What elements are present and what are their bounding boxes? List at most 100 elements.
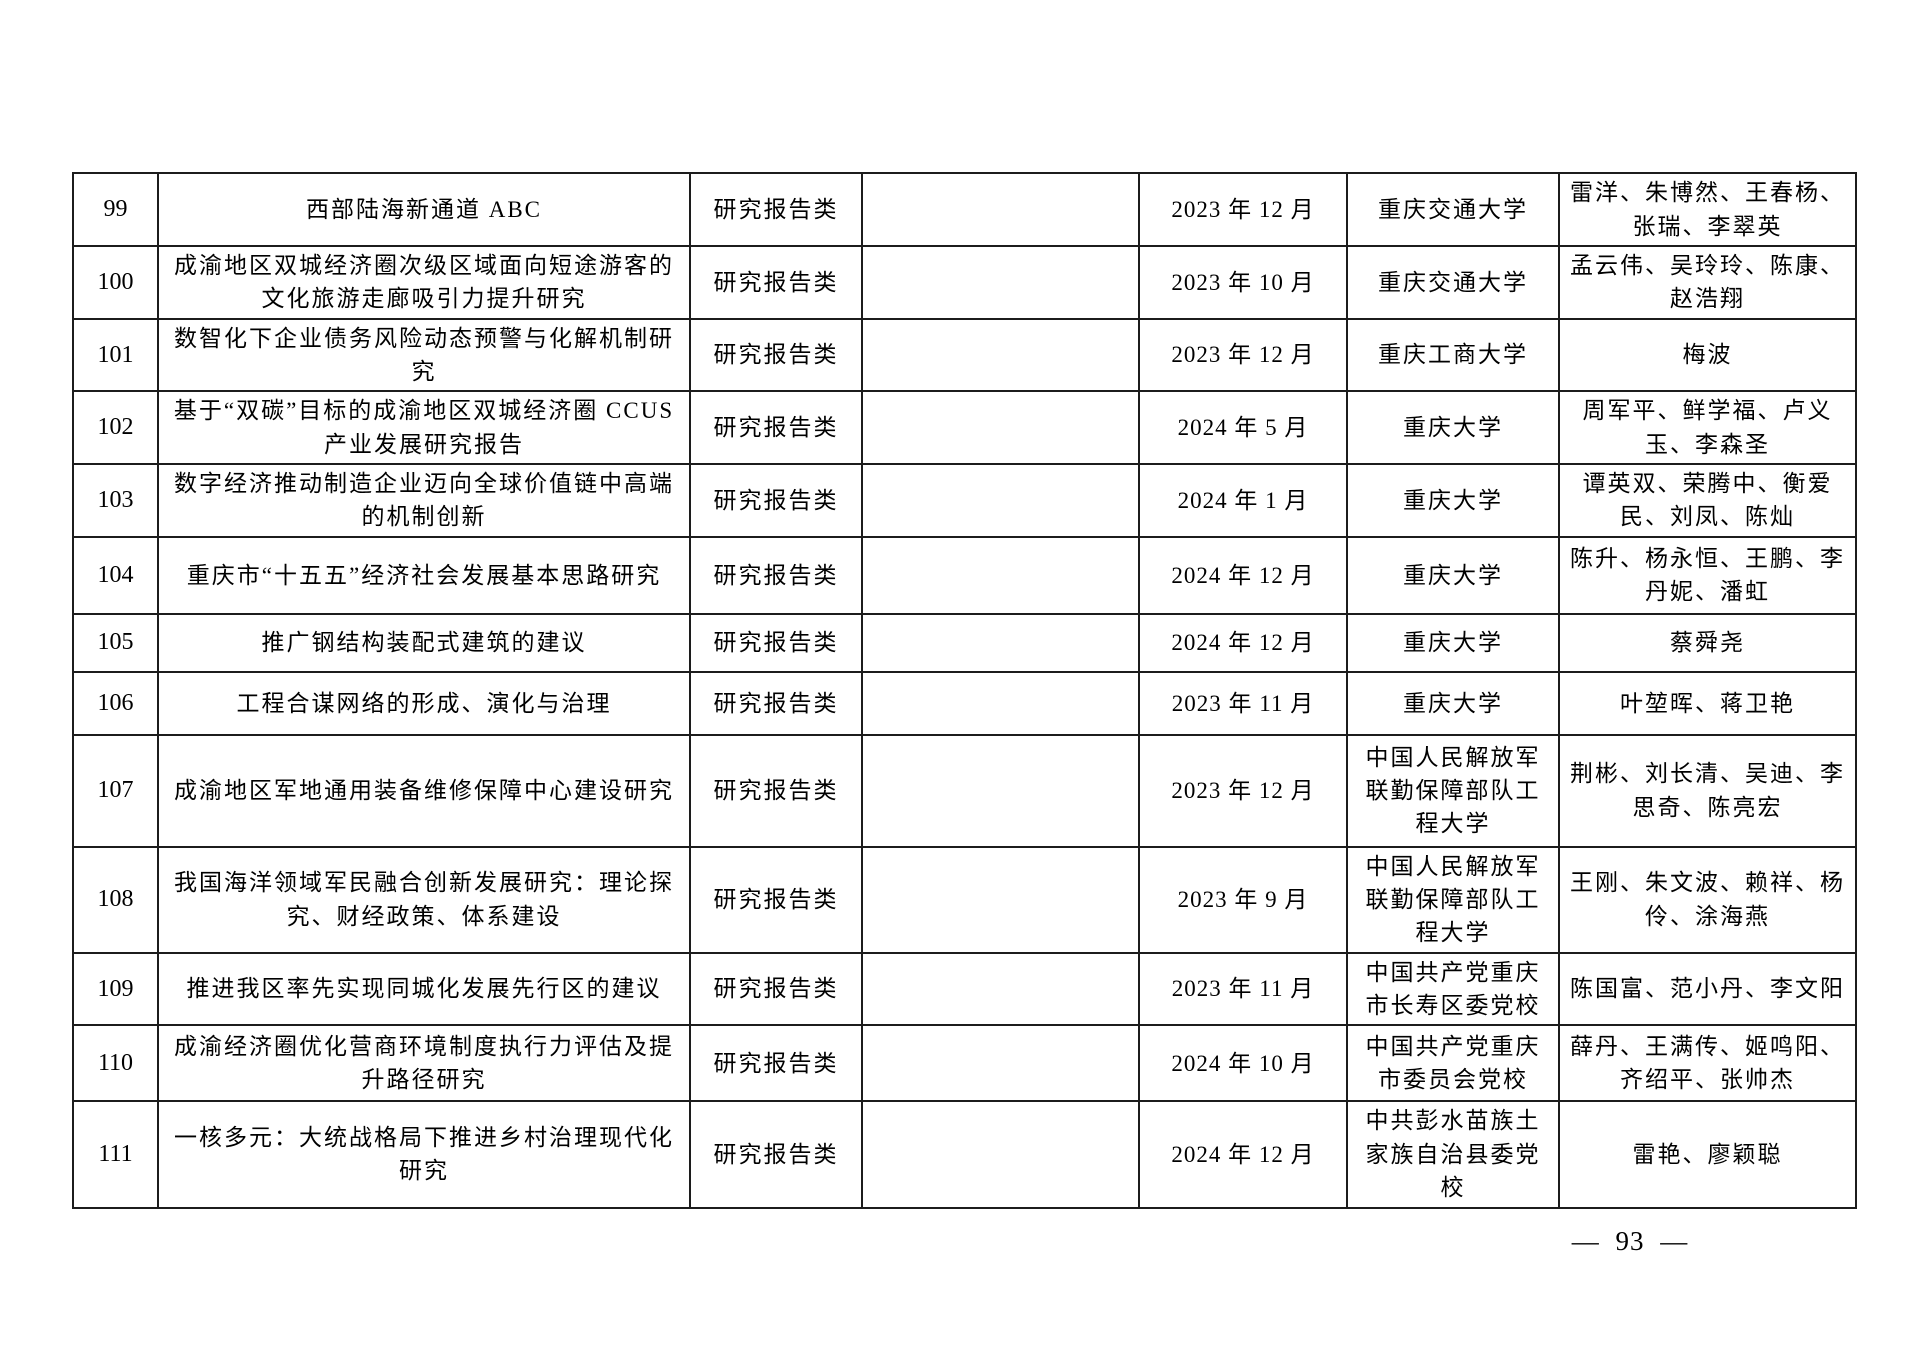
- cell-blank: [861, 951, 1140, 1027]
- cell-category: 研究报告类: [689, 317, 863, 393]
- cell-title: 工程合谋网络的形成、演化与治理: [157, 670, 691, 736]
- cell-category: 研究报告类: [689, 733, 863, 848]
- cell-blank: [861, 172, 1140, 247]
- cell-institution: 中国共产党重庆市委员会党校: [1346, 1024, 1560, 1103]
- cell-no: 100: [72, 245, 159, 320]
- cell-date: 2023 年 12 月: [1138, 733, 1348, 848]
- table-row: 100 成渝地区双城经济圈次级区域面向短途游客的文化旅游走廊吸引力提升研究 研究…: [72, 245, 1857, 320]
- cell-no: 107: [72, 733, 159, 848]
- cell-institution: 中国共产党重庆市长寿区委党校: [1346, 951, 1560, 1027]
- cell-authors: 蔡舜尧: [1558, 612, 1857, 673]
- cell-no: 106: [72, 670, 159, 736]
- cell-no: 102: [72, 390, 159, 466]
- cell-institution: 中国人民解放军联勤保障部队工程大学: [1346, 845, 1560, 954]
- cell-no: 101: [72, 317, 159, 393]
- table-row: 102 基于“双碳”目标的成渝地区双城经济圈 CCUS 产业发展研究报告 研究报…: [72, 390, 1857, 466]
- cell-blank: [861, 1100, 1140, 1209]
- cell-authors: 王刚、朱文波、赖祥、杨伶、涂海燕: [1558, 845, 1857, 954]
- table-row: 99 西部陆海新通道 ABC 研究报告类 2023 年 12 月 重庆交通大学 …: [72, 172, 1857, 247]
- cell-category: 研究报告类: [689, 535, 863, 615]
- cell-title: 推广钢结构装配式建筑的建议: [157, 612, 691, 673]
- cell-no: 99: [72, 172, 159, 247]
- cell-authors: 周军平、鲜学福、卢义玉、李森圣: [1558, 390, 1857, 466]
- cell-title: 数智化下企业债务风险动态预警与化解机制研究: [157, 317, 691, 393]
- cell-authors: 雷洋、朱博然、王春杨、张瑞、李翠英: [1558, 172, 1857, 247]
- cell-blank: [861, 390, 1140, 466]
- cell-title: 基于“双碳”目标的成渝地区双城经济圈 CCUS 产业发展研究报告: [157, 390, 691, 466]
- table-row: 107 成渝地区军地通用装备维修保障中心建设研究 研究报告类 2023 年 12…: [72, 733, 1857, 848]
- cell-date: 2023 年 11 月: [1138, 670, 1348, 736]
- cell-blank: [861, 1024, 1140, 1103]
- cell-date: 2024 年 12 月: [1138, 612, 1348, 673]
- cell-institution: 中国人民解放军联勤保障部队工程大学: [1346, 733, 1560, 848]
- cell-institution: 重庆大学: [1346, 463, 1560, 538]
- cell-title: 推进我区率先实现同城化发展先行区的建议: [157, 951, 691, 1027]
- cell-category: 研究报告类: [689, 390, 863, 466]
- table-row: 104 重庆市“十五五”经济社会发展基本思路研究 研究报告类 2024 年 12…: [72, 535, 1857, 615]
- cell-date: 2024 年 5 月: [1138, 390, 1348, 466]
- cell-blank: [861, 670, 1140, 736]
- cell-authors: 谭英双、荣腾中、衡爱民、刘凤、陈灿: [1558, 463, 1857, 538]
- cell-no: 111: [72, 1100, 159, 1209]
- cell-authors: 薛丹、王满传、姬鸣阳、齐绍平、张帅杰: [1558, 1024, 1857, 1103]
- cell-institution: 重庆工商大学: [1346, 317, 1560, 393]
- cell-title: 西部陆海新通道 ABC: [157, 172, 691, 247]
- cell-category: 研究报告类: [689, 612, 863, 673]
- cell-title: 我国海洋领域军民融合创新发展研究：理论探究、财经政策、体系建设: [157, 845, 691, 954]
- cell-date: 2023 年 10 月: [1138, 245, 1348, 320]
- cell-category: 研究报告类: [689, 1024, 863, 1103]
- cell-title: 重庆市“十五五”经济社会发展基本思路研究: [157, 535, 691, 615]
- cell-blank: [861, 612, 1140, 673]
- table-row: 109 推进我区率先实现同城化发展先行区的建议 研究报告类 2023 年 11 …: [72, 951, 1857, 1027]
- cell-date: 2024 年 1 月: [1138, 463, 1348, 538]
- cell-authors: 孟云伟、吴玲玲、陈康、赵浩翔: [1558, 245, 1857, 320]
- cell-date: 2023 年 11 月: [1138, 951, 1348, 1027]
- cell-title: 成渝经济圈优化营商环境制度执行力评估及提升路径研究: [157, 1024, 691, 1103]
- cell-authors: 雷艳、廖颖聪: [1558, 1100, 1857, 1209]
- cell-title: 数字经济推动制造企业迈向全球价值链中高端的机制创新: [157, 463, 691, 538]
- cell-institution: 重庆大学: [1346, 612, 1560, 673]
- cell-institution: 重庆大学: [1346, 390, 1560, 466]
- page-number: — 93 —: [1571, 1226, 1689, 1256]
- cell-date: 2024 年 12 月: [1138, 535, 1348, 615]
- cell-authors: 陈国富、范小丹、李文阳: [1558, 951, 1857, 1027]
- cell-no: 103: [72, 463, 159, 538]
- cell-title: 成渝地区双城经济圈次级区域面向短途游客的文化旅游走廊吸引力提升研究: [157, 245, 691, 320]
- cell-category: 研究报告类: [689, 951, 863, 1027]
- cell-date: 2024 年 10 月: [1138, 1024, 1348, 1103]
- cell-date: 2023 年 12 月: [1138, 172, 1348, 247]
- cell-blank: [861, 535, 1140, 615]
- cell-category: 研究报告类: [689, 245, 863, 320]
- cell-category: 研究报告类: [689, 463, 863, 538]
- cell-institution: 重庆交通大学: [1346, 245, 1560, 320]
- table-row: 110 成渝经济圈优化营商环境制度执行力评估及提升路径研究 研究报告类 2024…: [72, 1024, 1857, 1103]
- cell-blank: [861, 317, 1140, 393]
- cell-title: 一核多元：大统战格局下推进乡村治理现代化研究: [157, 1100, 691, 1209]
- cell-date: 2024 年 12 月: [1138, 1100, 1348, 1209]
- cell-date: 2023 年 12 月: [1138, 317, 1348, 393]
- cell-no: 105: [72, 612, 159, 673]
- table-row: 111 一核多元：大统战格局下推进乡村治理现代化研究 研究报告类 2024 年 …: [72, 1100, 1857, 1209]
- cell-no: 110: [72, 1024, 159, 1103]
- cell-date: 2023 年 9 月: [1138, 845, 1348, 954]
- cell-title: 成渝地区军地通用装备维修保障中心建设研究: [157, 733, 691, 848]
- cell-blank: [861, 463, 1140, 538]
- cell-authors: 陈升、杨永恒、王鹏、李丹妮、潘虹: [1558, 535, 1857, 615]
- table-row: 105 推广钢结构装配式建筑的建议 研究报告类 2024 年 12 月 重庆大学…: [72, 612, 1857, 673]
- table-row: 106 工程合谋网络的形成、演化与治理 研究报告类 2023 年 11 月 重庆…: [72, 670, 1857, 736]
- table-row: 108 我国海洋领域军民融合创新发展研究：理论探究、财经政策、体系建设 研究报告…: [72, 845, 1857, 954]
- cell-authors: 叶堃晖、蒋卫艳: [1558, 670, 1857, 736]
- cell-category: 研究报告类: [689, 172, 863, 247]
- results-table: 99 西部陆海新通道 ABC 研究报告类 2023 年 12 月 重庆交通大学 …: [72, 172, 1857, 1209]
- cell-institution: 重庆交通大学: [1346, 172, 1560, 247]
- cell-blank: [861, 245, 1140, 320]
- cell-no: 109: [72, 951, 159, 1027]
- cell-blank: [861, 733, 1140, 848]
- cell-category: 研究报告类: [689, 1100, 863, 1209]
- cell-category: 研究报告类: [689, 670, 863, 736]
- cell-category: 研究报告类: [689, 845, 863, 954]
- cell-authors: 荆彬、刘长清、吴迪、李思奇、陈亮宏: [1558, 733, 1857, 848]
- cell-authors: 梅波: [1558, 317, 1857, 393]
- cell-institution: 重庆大学: [1346, 670, 1560, 736]
